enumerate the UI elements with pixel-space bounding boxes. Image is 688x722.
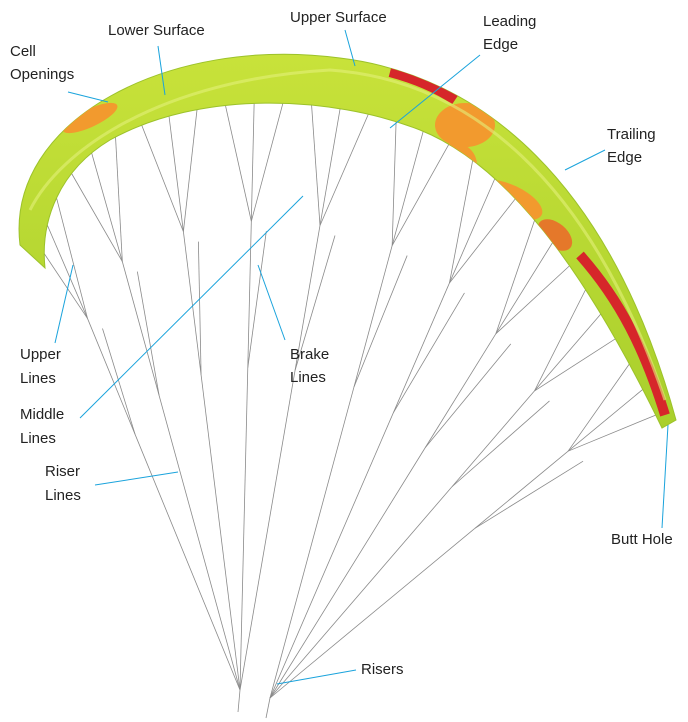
suspension-line — [452, 391, 535, 487]
leader-line — [662, 425, 668, 528]
suspension-line — [240, 371, 295, 690]
suspension-line — [240, 368, 248, 690]
suspension-line — [449, 179, 494, 283]
label-text: Lines — [45, 487, 81, 504]
suspension-line — [270, 413, 393, 698]
suspension-line — [225, 105, 251, 221]
canopy-decor — [30, 70, 665, 415]
leader-line — [258, 265, 285, 340]
paraglider-diagram: Cell Openings Lower Surface Upper Surface Le… — [0, 0, 688, 722]
suspension-line — [266, 698, 270, 718]
suspension-line — [88, 318, 136, 434]
suspension-line — [496, 266, 570, 334]
suspension-line — [251, 103, 283, 221]
leader-line — [565, 150, 605, 170]
suspension-line — [496, 243, 553, 334]
leader-line — [55, 265, 73, 343]
suspension-line — [452, 401, 550, 487]
suspension-line — [449, 160, 472, 283]
label-text: Middle — [20, 406, 64, 423]
label-text: Upper — [20, 346, 61, 363]
suspension-line — [44, 254, 87, 319]
label-text: Trailing — [607, 126, 656, 143]
label-text: Brake — [290, 346, 329, 363]
suspension-line — [393, 293, 464, 413]
suspension-line — [354, 246, 392, 387]
suspension-line — [425, 334, 496, 448]
suspension-line — [475, 451, 568, 528]
label-text: Edge — [483, 36, 518, 53]
suspension-line — [122, 262, 159, 396]
suspension-line — [103, 328, 136, 434]
suspension-line — [392, 131, 423, 245]
suspension-line — [392, 122, 396, 246]
label-text: Upper Surface — [290, 9, 387, 26]
suspension-line — [238, 690, 240, 712]
suspension-line — [183, 110, 197, 232]
label-text: Lines — [20, 430, 56, 447]
suspension-line — [116, 137, 123, 262]
label-text: Cell — [10, 43, 36, 60]
suspension-line — [496, 220, 535, 334]
suspension-line — [392, 144, 449, 245]
label-text: Lines — [20, 370, 56, 387]
leader-lines — [55, 30, 668, 684]
suspension-line — [393, 283, 449, 413]
suspension-line — [320, 114, 368, 225]
canopy — [19, 54, 676, 428]
leader-line — [95, 472, 178, 485]
label-text: Lines — [290, 369, 326, 386]
orange-patch — [433, 143, 477, 187]
suspension-line — [475, 461, 583, 528]
label-text: Leading — [483, 13, 536, 30]
label-text: Lower Surface — [108, 22, 205, 39]
suspension-line — [137, 272, 159, 396]
label-text: Riser — [45, 463, 80, 480]
suspension-line — [72, 174, 123, 262]
suspension-line — [354, 256, 407, 387]
suspension-line — [320, 109, 340, 226]
label-text: Edge — [607, 149, 642, 166]
suspension-line — [312, 105, 320, 225]
label-text: Risers — [361, 661, 404, 678]
suspension-line — [270, 387, 354, 698]
label-text: Butt Hole — [611, 531, 673, 548]
wing — [19, 54, 676, 428]
leader-line — [68, 92, 108, 102]
suspension-line — [251, 103, 254, 221]
label-text: Openings — [10, 66, 74, 83]
leader-line — [277, 670, 356, 684]
suspension-line — [425, 344, 511, 448]
suspension-line — [568, 364, 629, 451]
suspension-line — [534, 339, 615, 391]
suspension-line — [92, 153, 123, 262]
suspension-line — [159, 395, 240, 690]
suspension-line — [449, 199, 515, 283]
